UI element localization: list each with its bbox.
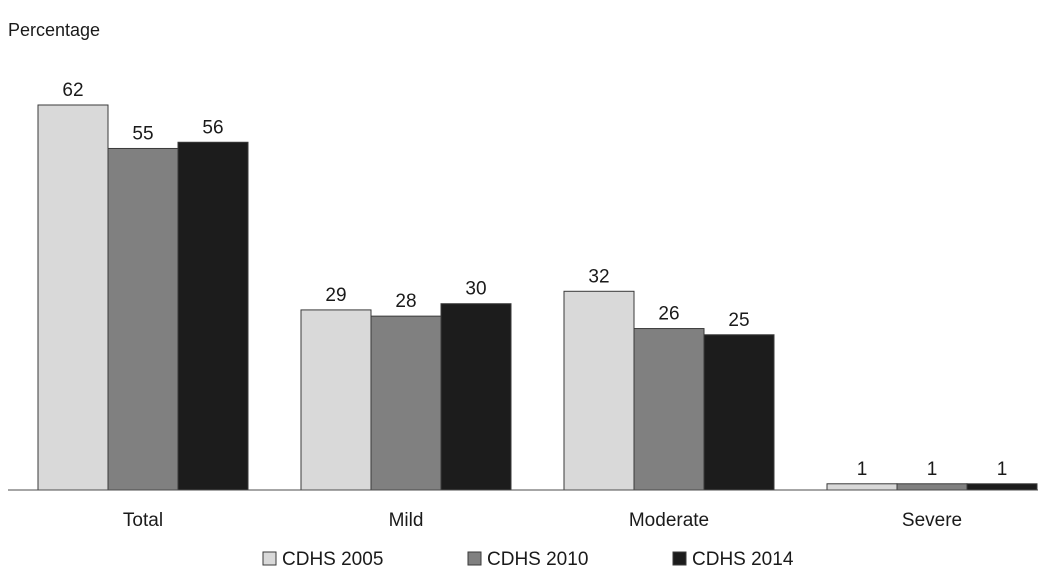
category-label-severe: Severe: [902, 510, 962, 531]
value-label: 25: [728, 310, 749, 331]
category-label-mild: Mild: [389, 510, 424, 531]
value-label: 56: [202, 117, 223, 138]
value-label: 1: [927, 459, 938, 480]
bar-severe-cdhs-2005: [826, 483, 898, 491]
legend-label-cdhs-2005: CDHS 2005: [282, 549, 383, 570]
bar-mild-cdhs-2010: [370, 315, 442, 491]
legend-label-cdhs-2010: CDHS 2010: [487, 549, 588, 570]
bar-moderate-cdhs-2014: [703, 334, 775, 491]
value-label: 1: [997, 459, 1008, 480]
value-label: 1: [857, 459, 868, 480]
category-labels-group: Total Mild Moderate Severe: [123, 510, 962, 531]
value-labels-group: 62 55 56 29 28 30 32 26 25 1 1 1: [62, 80, 1007, 480]
legend-label-cdhs-2014: CDHS 2014: [692, 549, 794, 570]
value-label: 30: [465, 279, 486, 300]
value-label: 28: [395, 291, 416, 312]
value-label: 62: [62, 80, 83, 101]
bar-moderate-cdhs-2005: [563, 290, 635, 491]
legend-swatch-cdhs-2014: [672, 551, 687, 566]
legend-swatch-cdhs-2010: [467, 551, 482, 566]
value-label: 29: [325, 285, 346, 306]
y-axis-label: Percentage: [8, 20, 100, 40]
bar-moderate-cdhs-2010: [633, 328, 705, 491]
bar-severe-cdhs-2014: [966, 483, 1038, 491]
bar-total-cdhs-2005: [37, 104, 109, 491]
value-label: 26: [658, 304, 679, 325]
value-label: 55: [132, 123, 153, 144]
bar-mild-cdhs-2014: [440, 303, 512, 491]
category-label-total: Total: [123, 510, 163, 531]
legend-swatch-cdhs-2005: [262, 551, 277, 566]
bar-total-cdhs-2010: [107, 147, 179, 491]
bars-group: [37, 104, 1038, 491]
category-label-moderate: Moderate: [629, 510, 709, 531]
bar-severe-cdhs-2010: [896, 483, 968, 491]
value-label: 32: [588, 266, 609, 287]
bar-total-cdhs-2014: [177, 141, 249, 491]
legend: CDHS 2005 CDHS 2010 CDHS 2014: [262, 549, 794, 570]
bar-mild-cdhs-2005: [300, 309, 372, 491]
